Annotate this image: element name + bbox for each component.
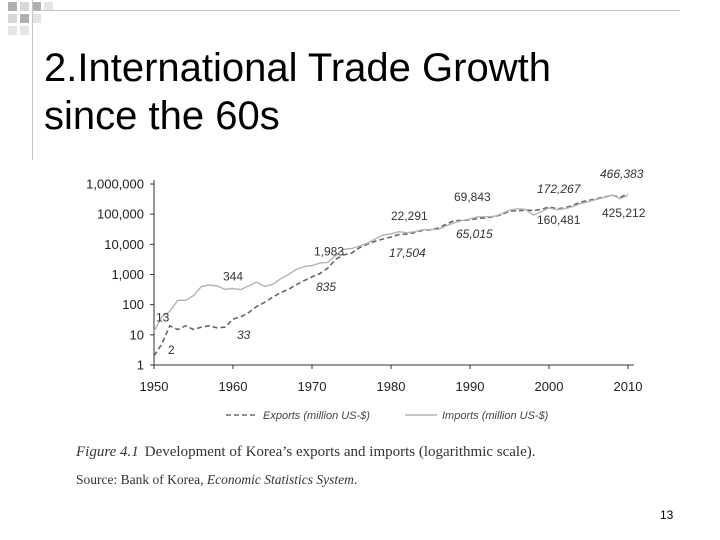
data-label: 22,291 bbox=[391, 209, 428, 223]
x-tick-label: 2000 bbox=[535, 379, 564, 394]
figure-source: Source: Bank of Korea, Economic Statisti… bbox=[76, 472, 676, 488]
chart-series bbox=[153, 193, 629, 357]
data-label: 1,983 bbox=[314, 245, 344, 259]
legend-imports-label: Imports (million US-$) bbox=[442, 410, 549, 422]
y-tick-label: 1,000 bbox=[111, 267, 144, 282]
data-label: 17,504 bbox=[389, 246, 426, 260]
x-tick-label: 2010 bbox=[614, 379, 643, 394]
x-tick-label: 1970 bbox=[298, 379, 327, 394]
y-tick-label: 1 bbox=[137, 358, 144, 373]
slide-decoration bbox=[8, 2, 53, 35]
y-tick-label: 100 bbox=[122, 297, 144, 312]
figure-caption: Figure 4.1 Development of Korea’s exports… bbox=[76, 444, 676, 461]
slide-title: 2.International Trade Growth since the 6… bbox=[44, 44, 684, 140]
data-label: 65,015 bbox=[456, 227, 493, 241]
data-label: 344 bbox=[223, 269, 243, 283]
x-tick-label: 1960 bbox=[219, 379, 248, 394]
figure-caption-text: Development of Korea’s exports and impor… bbox=[144, 444, 536, 460]
legend-exports-label: Exports (million US-$) bbox=[263, 410, 370, 422]
source-title: Economic Statistics System bbox=[206, 472, 354, 487]
source-prefix: Source: Bank of Korea, bbox=[76, 472, 207, 487]
x-tick-label: 1950 bbox=[140, 379, 169, 394]
x-tick-label: 1990 bbox=[456, 379, 485, 394]
y-tick-label: 100,000 bbox=[97, 207, 144, 222]
exports-series-line bbox=[153, 193, 629, 357]
data-label: 33 bbox=[237, 328, 251, 342]
figure-number: Figure 4.1 bbox=[76, 444, 139, 460]
x-tick-label: 1980 bbox=[377, 379, 406, 394]
source-suffix: . bbox=[353, 472, 358, 487]
data-label: 69,843 bbox=[454, 190, 491, 204]
chart-data-labels: 13 2 344 33 1,983 835 22,291 17,504 69,843 65,015… bbox=[156, 167, 646, 357]
chart-legend: Exports (million US-$) Imports (million U… bbox=[226, 410, 549, 422]
data-label: 2 bbox=[168, 343, 175, 357]
slide-title-line-1: 2.International Trade Growth bbox=[44, 46, 551, 90]
trade-chart: 1 10 100 1,000 10,000 100,000 1,000,000 1950 196… bbox=[86, 167, 646, 422]
slide-decoration-line bbox=[32, 0, 33, 160]
page-number: 13 bbox=[660, 508, 674, 522]
data-label: 466,383 bbox=[600, 167, 644, 181]
y-tick-label: 10,000 bbox=[104, 237, 144, 252]
slide-decoration-top-line bbox=[40, 10, 680, 11]
data-label: 160,481 bbox=[537, 213, 581, 227]
data-label: 425,212 bbox=[602, 206, 646, 220]
y-tick-label: 10 bbox=[130, 327, 144, 342]
imports-series-line bbox=[153, 194, 629, 332]
slide-title-line-2: since the 60s bbox=[44, 94, 280, 138]
chart-axes: 1 10 100 1,000 10,000 100,000 1,000,000 1950 196… bbox=[86, 177, 642, 395]
data-label: 172,267 bbox=[537, 182, 582, 196]
data-label: 13 bbox=[156, 310, 170, 324]
data-label: 835 bbox=[316, 280, 336, 294]
y-tick-label: 1,000,000 bbox=[86, 177, 144, 192]
